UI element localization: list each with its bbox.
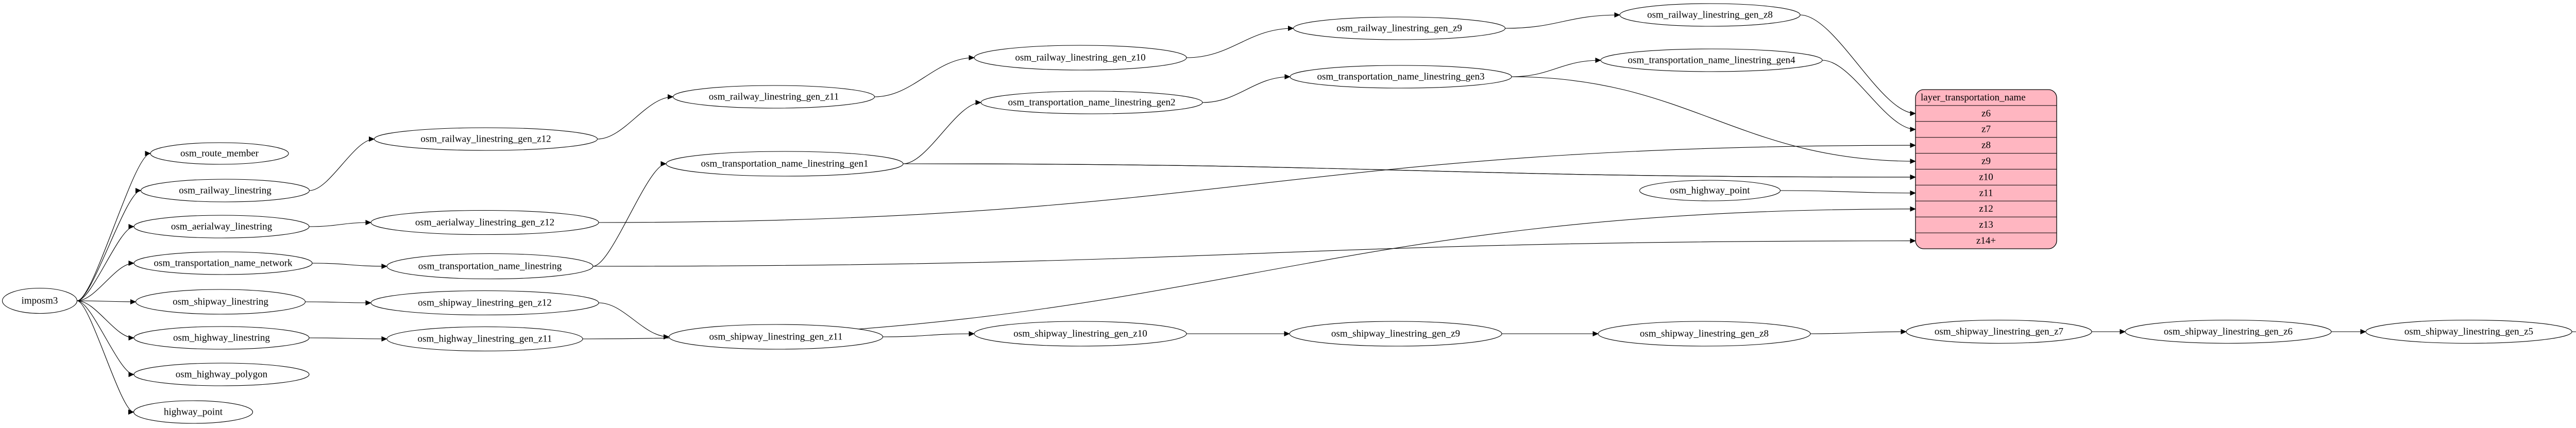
svg-text:z10: z10 — [1979, 172, 1993, 182]
svg-text:osm_transportation_name_networ: osm_transportation_name_network — [154, 258, 293, 269]
svg-text:osm_route_member: osm_route_member — [180, 148, 259, 159]
svg-text:osm_aerialway_linestring_gen_z: osm_aerialway_linestring_gen_z12 — [415, 217, 554, 228]
svg-text:osm_transportation_name_linest: osm_transportation_name_linestring_gen4 — [1628, 55, 1795, 66]
svg-text:layer_transportation_name: layer_transportation_name — [1921, 92, 2026, 103]
svg-text:osm_shipway_linestring_gen_z8: osm_shipway_linestring_gen_z8 — [1640, 329, 1769, 339]
svg-text:highway_point: highway_point — [164, 407, 223, 418]
svg-text:imposm3: imposm3 — [22, 296, 58, 306]
svg-text:osm_railway_linestring_gen_z12: osm_railway_linestring_gen_z12 — [420, 134, 551, 145]
svg-text:osm_railway_linestring_gen_z9: osm_railway_linestring_gen_z9 — [1336, 23, 1462, 34]
svg-text:osm_shipway_linestring_gen_z11: osm_shipway_linestring_gen_z11 — [709, 332, 843, 343]
svg-text:osm_shipway_linestring_gen_z7: osm_shipway_linestring_gen_z7 — [1935, 327, 2063, 337]
svg-text:osm_shipway_linestring_gen_z10: osm_shipway_linestring_gen_z10 — [1013, 329, 1147, 339]
svg-text:osm_highway_linestring_gen_z11: osm_highway_linestring_gen_z11 — [417, 334, 552, 345]
svg-text:osm_transportation_name_linest: osm_transportation_name_linestring_gen1 — [701, 159, 868, 169]
svg-text:z7: z7 — [1981, 124, 1991, 135]
svg-text:osm_transportation_name_linest: osm_transportation_name_linestring — [418, 261, 562, 272]
svg-text:z11: z11 — [1979, 187, 1993, 198]
svg-text:z14+: z14+ — [1976, 235, 1996, 246]
svg-text:osm_aerialway_linestring: osm_aerialway_linestring — [171, 221, 273, 232]
svg-text:osm_shipway_linestring_gen_z12: osm_shipway_linestring_gen_z12 — [418, 298, 552, 309]
svg-text:z8: z8 — [1981, 140, 1991, 151]
svg-text:osm_shipway_linestring_gen_z6: osm_shipway_linestring_gen_z6 — [2164, 327, 2293, 337]
svg-text:z12: z12 — [1979, 203, 1993, 214]
svg-text:osm_railway_linestring_gen_z10: osm_railway_linestring_gen_z10 — [1015, 53, 1145, 63]
svg-text:osm_shipway_linestring_gen_z5: osm_shipway_linestring_gen_z5 — [2404, 327, 2533, 337]
svg-text:osm_shipway_linestring_gen_z9: osm_shipway_linestring_gen_z9 — [1331, 329, 1460, 339]
svg-text:osm_highway_point: osm_highway_point — [1670, 185, 1750, 196]
svg-text:z13: z13 — [1979, 219, 1993, 230]
svg-text:z9: z9 — [1981, 156, 1991, 167]
svg-text:osm_transportation_name_linest: osm_transportation_name_linestring_gen2 — [1008, 97, 1175, 108]
svg-text:osm_railway_linestring_gen_z8: osm_railway_linestring_gen_z8 — [1647, 10, 1773, 21]
svg-text:osm_transportation_name_linest: osm_transportation_name_linestring_gen3 — [1317, 72, 1484, 82]
svg-text:osm_railway_linestring: osm_railway_linestring — [179, 185, 272, 196]
svg-text:osm_highway_linestring: osm_highway_linestring — [173, 333, 270, 344]
svg-text:osm_shipway_linestring: osm_shipway_linestring — [173, 297, 268, 307]
svg-text:osm_railway_linestring_gen_z11: osm_railway_linestring_gen_z11 — [709, 92, 839, 102]
svg-text:osm_highway_polygon: osm_highway_polygon — [176, 369, 268, 380]
svg-text:z6: z6 — [1981, 108, 1991, 119]
